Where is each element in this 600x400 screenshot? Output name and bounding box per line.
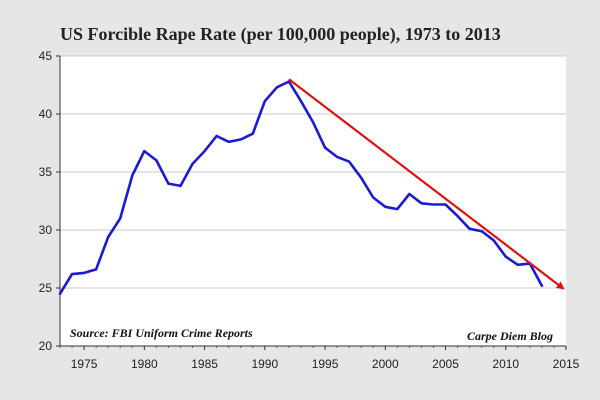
data-point <box>179 185 182 187</box>
series-group <box>58 80 544 296</box>
data-point <box>372 196 375 199</box>
data-point <box>324 146 326 149</box>
data-point <box>336 156 338 158</box>
data-point <box>239 138 242 141</box>
data-point <box>155 159 158 162</box>
data-point <box>384 206 387 208</box>
data-point <box>480 230 483 232</box>
data-point <box>143 150 146 152</box>
data-point <box>504 255 507 258</box>
x-tick-label: 2005 <box>432 357 459 371</box>
y-tick-label: 40 <box>39 107 53 121</box>
data-point <box>95 268 97 271</box>
y-tick-label: 35 <box>39 165 53 179</box>
data-point <box>119 217 122 220</box>
data-point <box>348 160 350 163</box>
data-point <box>432 203 435 206</box>
credit-annotation: Carpe Diem Blog <box>467 329 553 343</box>
x-axis: 1975 1980 1985 1990 1995 2000 2005 2010 2015 <box>59 345 580 371</box>
data-point <box>408 193 411 195</box>
data-point <box>167 182 170 185</box>
source-annotation: Source: FBI Uniform Crime Reports <box>70 326 253 340</box>
data-point <box>288 80 290 83</box>
data-point <box>541 284 543 287</box>
data-point <box>492 239 495 242</box>
data-point <box>300 100 302 103</box>
x-tick-label: 1995 <box>312 357 339 371</box>
x-tick-label: 1990 <box>251 357 278 371</box>
data-point <box>264 100 266 103</box>
data-point <box>59 293 61 295</box>
x-tick-label: 2015 <box>553 357 580 371</box>
data-point <box>251 132 254 135</box>
y-tick-label: 20 <box>39 339 53 353</box>
y-axis: 20 25 30 35 40 45 <box>39 49 61 353</box>
data-point <box>227 141 230 143</box>
data-point <box>203 150 206 152</box>
x-tick-label: 2000 <box>372 357 399 371</box>
x-tick-label: 1980 <box>131 357 158 371</box>
data-point <box>312 121 314 123</box>
trend-group <box>288 78 565 290</box>
data-point <box>83 272 85 274</box>
y-tick-label: 25 <box>39 281 53 295</box>
data-point <box>276 86 278 89</box>
x-tick-label: 1975 <box>71 357 98 371</box>
y-tick-label: 30 <box>39 223 53 237</box>
data-point <box>517 264 519 266</box>
x-tick-label: 2010 <box>492 357 519 371</box>
data-point <box>71 273 73 275</box>
data-point <box>396 208 399 210</box>
data-point <box>131 174 134 177</box>
data-point <box>107 236 109 238</box>
trend-arrow <box>288 78 565 290</box>
data-point <box>360 177 362 179</box>
data-point <box>215 135 218 137</box>
data-point <box>456 215 459 217</box>
x-tick-label: 1985 <box>191 357 218 371</box>
y-tick-label: 45 <box>39 49 53 63</box>
data-point <box>191 163 194 165</box>
chart-title: US Forcible Rape Rate (per 100,000 peopl… <box>60 24 501 44</box>
data-point <box>420 202 423 205</box>
data-point <box>444 203 447 206</box>
data-point <box>468 228 471 230</box>
plot-area <box>60 56 566 346</box>
